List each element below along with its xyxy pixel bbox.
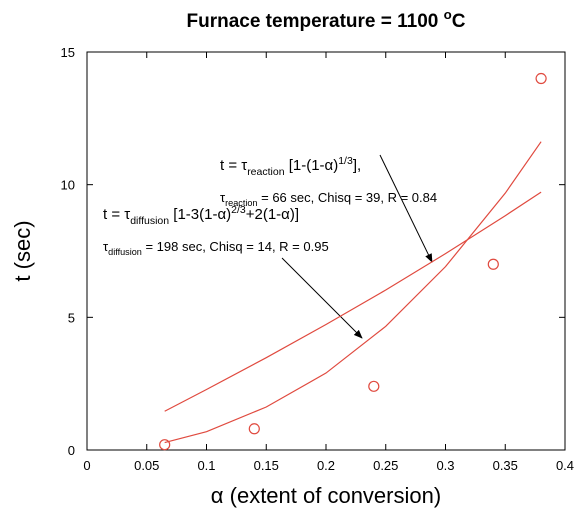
text-part: reaction <box>247 166 285 178</box>
data-point <box>535 72 547 85</box>
text-part: ], <box>353 157 361 174</box>
annotation: t = τreaction [1-(1-α)1/3], <box>220 155 361 178</box>
text-part: diffusion <box>130 215 169 227</box>
text-part: 1/3 <box>338 155 353 167</box>
x-tick-label: 0.3 <box>436 458 454 473</box>
x-tick-label: 0.4 <box>556 458 574 473</box>
data-point <box>368 380 380 392</box>
arrow <box>281 257 363 339</box>
annotation: t = τdiffusion [1-3(1-α)2/3+2(1-α)] <box>103 204 299 227</box>
text-part: t = τ <box>220 157 247 174</box>
x-tick-label: 0.05 <box>134 458 159 473</box>
text-part: τ <box>220 190 226 205</box>
x-tick-label: 0.25 <box>373 458 398 473</box>
data-point <box>487 258 499 270</box>
annotation: τreaction = 66 sec, Chisq = 39, R = 0.84 <box>220 190 437 208</box>
x-axis-label: α (extent of conversion) <box>211 483 441 508</box>
text-part: = 66 sec, Chisq = 39, R = 0.84 <box>258 190 438 205</box>
y-tick-label: 0 <box>68 443 75 458</box>
text-part: reaction <box>225 198 257 208</box>
text-part: +2(1-α)] <box>246 206 299 223</box>
annotation: τdiffusion = 198 sec, Chisq = 14, R = 0.… <box>103 239 329 257</box>
x-tick-label: 0.1 <box>197 458 215 473</box>
text-part: τ <box>103 239 109 254</box>
text-part: 2/3 <box>231 204 246 216</box>
text-part: Furnace temperature = 1100 <box>186 11 443 32</box>
text-part: o <box>444 7 452 22</box>
data-point <box>248 423 260 435</box>
text-part: = 198 sec, Chisq = 14, R = 0.95 <box>142 239 329 254</box>
y-axis-label: t (sec) <box>10 220 35 281</box>
text-part: diffusion <box>108 247 142 257</box>
x-tick-label: 0.35 <box>493 458 518 473</box>
text-part: C <box>452 11 466 32</box>
text-part: [1-3(1-α) <box>169 206 231 223</box>
y-tick-label: 15 <box>61 45 75 60</box>
x-tick-label: 0 <box>83 458 90 473</box>
x-tick-label: 0.15 <box>254 458 279 473</box>
chart-title: Furnace temperature = 1100 oC <box>186 7 465 32</box>
fit-curve <box>164 141 542 444</box>
fit-curve <box>164 191 542 412</box>
x-tick-label: 0.2 <box>317 458 335 473</box>
y-tick-label: 10 <box>61 178 75 193</box>
data-point <box>159 439 171 451</box>
y-tick-label: 5 <box>68 310 75 325</box>
text-part: t = τ <box>103 206 130 223</box>
arrow <box>379 154 433 263</box>
text-part: [1-(1-α) <box>285 157 339 174</box>
